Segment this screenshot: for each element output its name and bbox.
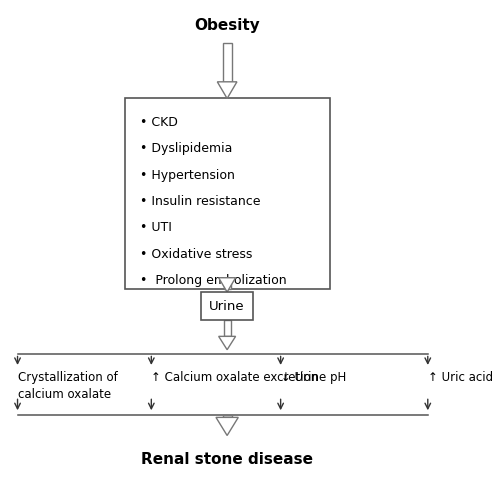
Text: • UTI: • UTI (140, 221, 172, 234)
Bar (222, 416, 232, 418)
Bar (202, 292, 253, 320)
Polygon shape (216, 418, 238, 436)
Text: Renal stone disease: Renal stone disease (141, 451, 313, 466)
Text: • CKD: • CKD (140, 116, 178, 129)
Text: ↓ Urine pH: ↓ Urine pH (280, 370, 346, 383)
Polygon shape (218, 337, 236, 350)
Text: ↑ Uric acid: ↑ Uric acid (428, 370, 493, 383)
Text: Obesity: Obesity (194, 18, 260, 33)
Text: ↑ Calcium oxalate excretion: ↑ Calcium oxalate excretion (152, 370, 318, 383)
Text: • Hypertension: • Hypertension (140, 168, 235, 181)
Text: •  Prolong embolization: • Prolong embolization (140, 273, 287, 287)
Bar (124, 99, 330, 289)
Bar (222, 44, 232, 83)
Text: • Insulin resistance: • Insulin resistance (140, 195, 260, 208)
Bar (224, 278, 230, 289)
Text: Crystallization of
calcium oxalate: Crystallization of calcium oxalate (18, 370, 117, 400)
Polygon shape (218, 83, 237, 99)
Text: Urine: Urine (210, 300, 245, 313)
Polygon shape (218, 278, 236, 292)
Text: • Oxidative stress: • Oxidative stress (140, 247, 252, 260)
Text: • Dyslipidemia: • Dyslipidemia (140, 142, 232, 155)
Bar (224, 320, 230, 337)
